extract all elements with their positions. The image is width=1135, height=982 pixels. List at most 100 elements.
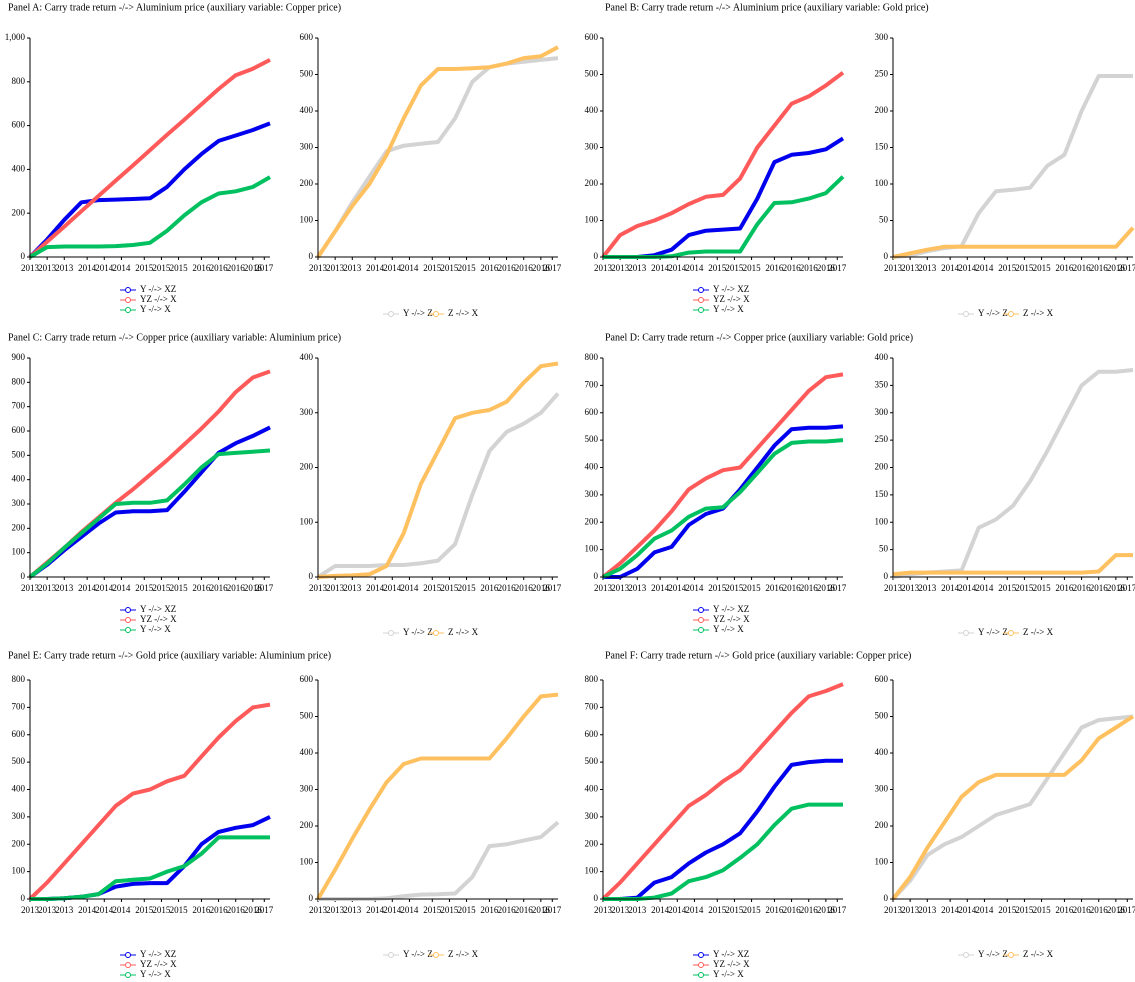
y-tick-label: 100 [875, 178, 889, 188]
x-tick-label: 2016 [783, 905, 802, 915]
x-tick-label: 2013 [38, 583, 57, 593]
y-tick-label: 400 [12, 784, 26, 794]
x-tick-label: 2013 [38, 905, 57, 915]
legend-label: YZ -/-> X [713, 294, 750, 304]
y-tick-label: 500 [585, 69, 599, 79]
x-tick-label: 2016 [765, 905, 784, 915]
legend-label: Y -/-> Z [403, 949, 433, 959]
legend-marker [1008, 952, 1014, 958]
y-tick-label: 300 [875, 32, 889, 42]
legend-marker [1008, 311, 1014, 317]
legend-marker [125, 307, 131, 313]
legend-label: Z -/-> X [448, 627, 479, 637]
x-tick-label: 2016 [1055, 583, 1074, 593]
legend-label: Y -/-> Z [978, 949, 1008, 959]
y-tick-label: 100 [875, 857, 889, 867]
x-tick-label: 2013 [309, 263, 328, 273]
series-line [316, 392, 560, 579]
y-tick-label: 1,000 [5, 32, 26, 42]
y-tick-label: 0 [884, 251, 889, 261]
legend-label: Z -/-> X [1023, 627, 1054, 637]
y-tick-label: 100 [300, 215, 314, 225]
x-tick-label: 2017 [1118, 263, 1135, 273]
x-tick-label: 2013 [918, 905, 937, 915]
x-tick-label: 2014 [975, 905, 994, 915]
x-tick-label: 2013 [611, 583, 630, 593]
x-tick-label: 2013 [628, 583, 647, 593]
y-tick-label: 200 [12, 207, 26, 217]
x-tick-label: 2013 [326, 263, 345, 273]
x-tick-label: 2014 [958, 263, 977, 273]
x-tick-label: 2016 [244, 905, 263, 915]
y-tick-label: 0 [884, 893, 889, 903]
x-tick-label: 2014 [366, 263, 385, 273]
x-tick-label: 2015 [743, 263, 762, 273]
x-tick-label: 2016 [515, 263, 534, 273]
series-line [892, 368, 1134, 579]
x-tick-label: 2015 [725, 583, 744, 593]
x-tick-label: 2016 [1107, 905, 1126, 915]
series-line [30, 815, 271, 901]
y-tick-label: 500 [585, 756, 599, 766]
y-tick-label: 400 [875, 352, 889, 362]
legend-marker [698, 287, 704, 293]
x-tick-label: 2014 [685, 583, 704, 593]
series-line [603, 758, 843, 901]
x-tick-label: 2015 [135, 263, 154, 273]
y-tick-label: 300 [300, 142, 314, 152]
y-tick-label: 0 [21, 893, 26, 903]
x-tick-label: 2015 [743, 583, 762, 593]
x-tick-label: 2015 [1033, 905, 1052, 915]
series-line [601, 682, 844, 901]
series-line [891, 714, 1134, 901]
legend-label: Y -/-> X [713, 969, 744, 979]
x-tick-label: 2016 [1073, 263, 1092, 273]
panel-title: Panel D: Carry trade return -/-> Copper … [605, 332, 913, 343]
x-tick-label: 2016 [1107, 263, 1126, 273]
x-tick-label: 2015 [725, 263, 744, 273]
legend-marker [125, 627, 131, 633]
y-tick-label: 50 [879, 215, 889, 225]
y-tick-label: 600 [585, 729, 599, 739]
x-tick-label: 2013 [21, 905, 40, 915]
y-tick-label: 200 [300, 178, 314, 188]
y-tick-label: 800 [12, 376, 26, 386]
x-tick-label: 2016 [227, 583, 246, 593]
x-tick-label: 2015 [998, 263, 1017, 273]
x-tick-label: 2014 [112, 263, 131, 273]
y-tick-label: 0 [21, 571, 26, 581]
y-tick-label: 300 [875, 407, 889, 417]
y-tick-label: 0 [21, 251, 26, 261]
x-tick-label: 2017 [828, 263, 847, 273]
x-tick-label: 2016 [800, 905, 819, 915]
x-tick-label: 2016 [480, 263, 499, 273]
panel-title: Panel B: Carry trade return -/-> Alumini… [605, 2, 929, 13]
x-tick-label: 2016 [244, 583, 263, 593]
legend-marker [698, 972, 704, 978]
x-tick-label: 2013 [628, 263, 647, 273]
x-tick-label: 2014 [685, 263, 704, 273]
y-tick-label: 700 [585, 701, 599, 711]
x-tick-label: 2016 [1073, 583, 1092, 593]
series-line [316, 692, 559, 901]
y-tick-label: 600 [12, 120, 26, 130]
y-tick-label: 600 [12, 425, 26, 435]
y-tick-label: 500 [875, 711, 889, 721]
legend-label: YZ -/-> X [140, 294, 177, 304]
x-tick-label: 2016 [817, 905, 836, 915]
x-tick-label: 2014 [366, 905, 385, 915]
x-tick-label: 2014 [668, 905, 687, 915]
legend-label: Z -/-> X [448, 308, 479, 318]
y-tick-label: 600 [300, 674, 314, 684]
y-tick-label: 600 [585, 32, 599, 42]
x-tick-label: 2015 [170, 583, 189, 593]
series-line [601, 71, 845, 259]
x-tick-label: 2013 [594, 905, 613, 915]
y-tick-label: 300 [585, 811, 599, 821]
x-tick-label: 2016 [532, 263, 551, 273]
y-tick-label: 900 [12, 352, 26, 362]
x-tick-label: 2014 [685, 905, 704, 915]
x-tick-label: 2014 [400, 905, 419, 915]
x-tick-label: 2016 [498, 905, 517, 915]
y-tick-label: 200 [12, 522, 26, 532]
